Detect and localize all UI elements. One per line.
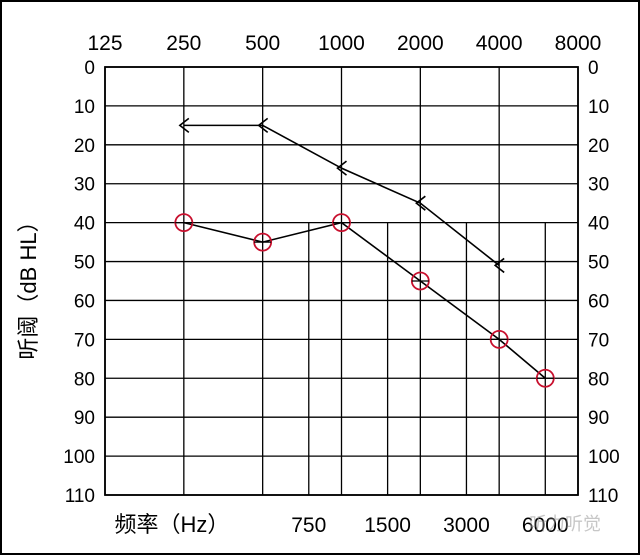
x-tick-top: 2000	[397, 32, 444, 55]
tick-labels: 0 0 10 10 20 20 30 30 40 40 50 50 60 60 70 70 80 80 90 90 10…	[63, 32, 619, 537]
y-tick-left: 100	[63, 447, 95, 468]
bracket-marker	[336, 160, 347, 176]
bracket-marker	[493, 257, 505, 274]
bracket-marker	[178, 117, 190, 133]
bracket-marker	[257, 117, 269, 133]
x-tick-bottom: 6000	[522, 514, 569, 537]
y-tick-right: 110	[588, 486, 618, 507]
x-tick-top: 125	[87, 32, 122, 55]
grid	[104, 66, 579, 496]
y-tick-right: 50	[588, 253, 609, 274]
y-tick-right: 80	[588, 369, 609, 390]
x-tick-top: 250	[166, 32, 201, 55]
x-tick-top: 1000	[318, 32, 365, 55]
y-tick-right: 20	[588, 136, 609, 157]
bracket-marker	[415, 195, 426, 211]
x-tick-top: 500	[245, 32, 280, 55]
y-tick-right: 60	[588, 291, 609, 312]
y-tick-left: 30	[74, 175, 95, 196]
y-tick-left: 80	[74, 369, 95, 390]
y-tick-left: 70	[74, 330, 95, 351]
y-tick-right: 0	[588, 58, 599, 79]
x-axis-label: 频率（Hz）	[115, 512, 230, 537]
x-tick-bottom: 3000	[443, 514, 490, 537]
y-tick-right: 40	[588, 214, 609, 235]
y-tick-left: 0	[84, 58, 95, 79]
y-tick-left: 10	[74, 97, 95, 118]
series-circle	[174, 213, 555, 388]
y-tick-left: 20	[74, 136, 95, 157]
y-tick-right: 100	[588, 447, 620, 468]
series-bracket	[178, 117, 505, 274]
y-tick-left: 110	[65, 486, 95, 507]
y-tick-right: 30	[588, 175, 609, 196]
series-line	[183, 221, 546, 379]
series-layer	[174, 117, 555, 388]
series-line	[183, 124, 500, 267]
y-tick-left: 40	[74, 214, 95, 235]
y-tick-left: 60	[74, 291, 95, 312]
x-tick-top: 8000	[555, 32, 602, 55]
x-tick-bottom: 750	[291, 514, 326, 537]
x-tick-bottom: 1500	[364, 514, 411, 537]
x-tick-top: 4000	[476, 32, 523, 55]
y-tick-right: 10	[588, 97, 609, 118]
y-axis-label: 听阈（dB HL）	[16, 210, 41, 359]
watermark: 听力听觉	[529, 514, 601, 534]
y-tick-left: 50	[74, 253, 95, 274]
y-tick-right: 90	[588, 408, 609, 429]
y-tick-right: 70	[588, 330, 609, 351]
y-tick-left: 90	[74, 408, 95, 429]
plot-border	[104, 66, 579, 496]
